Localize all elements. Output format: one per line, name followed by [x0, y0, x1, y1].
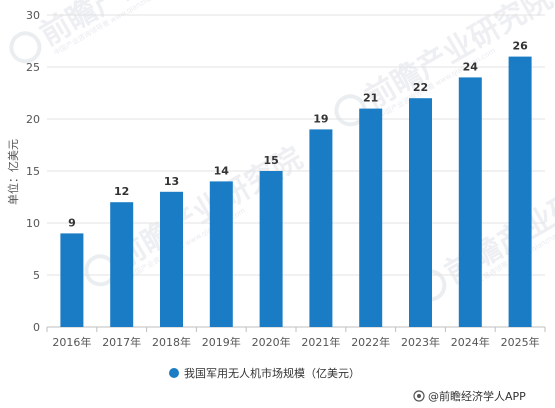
legend-label: 我国军用无人机市场规模（亿美元）: [184, 366, 360, 380]
logo-dot-icon: [417, 394, 421, 398]
data-label: 22: [413, 81, 428, 94]
x-tick-label: 2018年: [152, 335, 191, 349]
x-tick-label: 2020年: [252, 335, 291, 349]
x-tick-label: 2024年: [451, 335, 490, 349]
watermark-logo-icon: [334, 94, 367, 127]
y-tick-label: 25: [26, 61, 40, 74]
y-axis-label: 单位：亿美元: [6, 139, 20, 205]
bar: [259, 171, 283, 327]
bars: [60, 56, 532, 328]
data-label: 24: [463, 60, 479, 73]
bar: [60, 233, 84, 327]
y-axis-ticks: 0 5 10 15 20 25 30: [26, 9, 40, 334]
y-tick-label: 15: [26, 165, 40, 178]
bar: [508, 56, 532, 327]
x-tick-label: 2016年: [52, 335, 91, 349]
x-tick-label: 2022年: [351, 335, 390, 349]
data-labels: 9 12 13 14 15 19 21 22 24 26: [68, 40, 528, 230]
x-axis-ticks: 2016年 2017年 2018年 2019年 2020年 2021年 2022年 2023年…: [46, 327, 546, 349]
x-tick-label: 2019年: [202, 335, 241, 349]
logo-icon: [413, 390, 425, 402]
x-tick-label: 2017年: [102, 335, 141, 349]
y-tick-label: 10: [26, 217, 40, 230]
data-label: 19: [313, 112, 328, 125]
data-label: 12: [114, 185, 129, 198]
bar: [160, 191, 183, 327]
bar: [209, 181, 233, 327]
legend: 我国军用无人机市场规模（亿美元）: [169, 366, 360, 380]
data-label: 26: [512, 40, 528, 53]
watermark-logo-icon: [9, 31, 42, 64]
data-label: 21: [363, 92, 378, 105]
data-label: 13: [164, 175, 179, 188]
bar: [458, 77, 482, 328]
x-tick-label: 2021年: [301, 335, 340, 349]
bar: [409, 98, 432, 327]
credit: @前瞻经济学人APP: [413, 389, 526, 403]
credit-text: @前瞻经济学人APP: [428, 389, 526, 403]
bar: [359, 108, 383, 327]
legend-marker-icon: [169, 368, 179, 378]
bar: [110, 202, 134, 327]
y-tick-label: 20: [26, 113, 40, 126]
x-tick-label: 2023年: [401, 335, 440, 349]
y-tick-label: 0: [33, 321, 40, 334]
y-tick-label: 5: [33, 269, 40, 282]
y-tick-label: 30: [26, 9, 40, 22]
data-label: 15: [263, 154, 278, 167]
bar: [309, 129, 333, 327]
data-label: 14: [214, 164, 230, 177]
data-label: 9: [68, 216, 76, 229]
x-tick-label: 2025年: [501, 335, 540, 349]
